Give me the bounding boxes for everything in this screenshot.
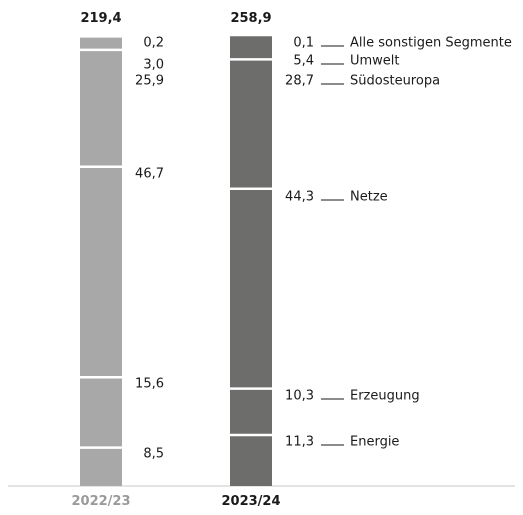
category-label-2023-24: 2023/24 [221, 494, 280, 509]
bar-segment-2022-23-umwelt [80, 36, 122, 50]
value-label-2023-24-alle-sonstigen-segmente: 0,1 [293, 36, 314, 51]
category-label-2022-23: 2022/23 [71, 494, 130, 509]
bar-segment-2023-24-umwelt [230, 35, 272, 60]
value-label-2022-23-suedosteuropa: 25,9 [135, 74, 164, 89]
legend-label-netze: Netze [350, 190, 388, 205]
value-label-2023-24-erzeugung: 10,3 [285, 389, 314, 404]
bar-segment-2023-24-energie [230, 435, 272, 486]
bar-segment-2023-24-suedosteuropa [230, 59, 272, 189]
bar-segment-2022-23-erzeugung [80, 377, 122, 448]
value-label-2023-24-umwelt: 5,4 [293, 54, 314, 69]
legend-label-erzeugung: Erzeugung [350, 389, 420, 404]
value-label-2023-24-energie: 11,3 [285, 435, 314, 450]
value-label-2023-24-suedosteuropa: 28,7 [285, 74, 314, 89]
bar-segment-2022-23-energie [80, 447, 122, 486]
legend-label-umwelt: Umwelt [350, 54, 400, 69]
legend-label-alle-sonstigen-segmente: Alle sonstigen Segmente [350, 36, 512, 51]
legend-label-energie: Energie [350, 435, 399, 450]
bar-segment-2022-23-suedosteuropa [80, 49, 122, 167]
legend-label-suedosteuropa: Südosteuropa [350, 74, 440, 89]
total-label-2023-24: 258,9 [230, 11, 271, 26]
bar-segment-2022-23-netze [80, 166, 122, 378]
value-label-2022-23-umwelt: 3,0 [143, 58, 164, 73]
value-label-2022-23-energie: 8,5 [143, 447, 164, 462]
bar-segment-2023-24-erzeugung [230, 388, 272, 436]
value-label-2022-23-erzeugung: 15,6 [135, 377, 164, 392]
total-label-2022-23: 219,4 [80, 11, 121, 26]
value-label-2022-23-alle-sonstigen-segmente: 0,2 [143, 36, 164, 51]
value-label-2023-24-netze: 44,3 [285, 190, 314, 205]
bar-segment-2023-24-netze [230, 188, 272, 389]
value-label-2022-23-netze: 46,7 [135, 167, 164, 182]
